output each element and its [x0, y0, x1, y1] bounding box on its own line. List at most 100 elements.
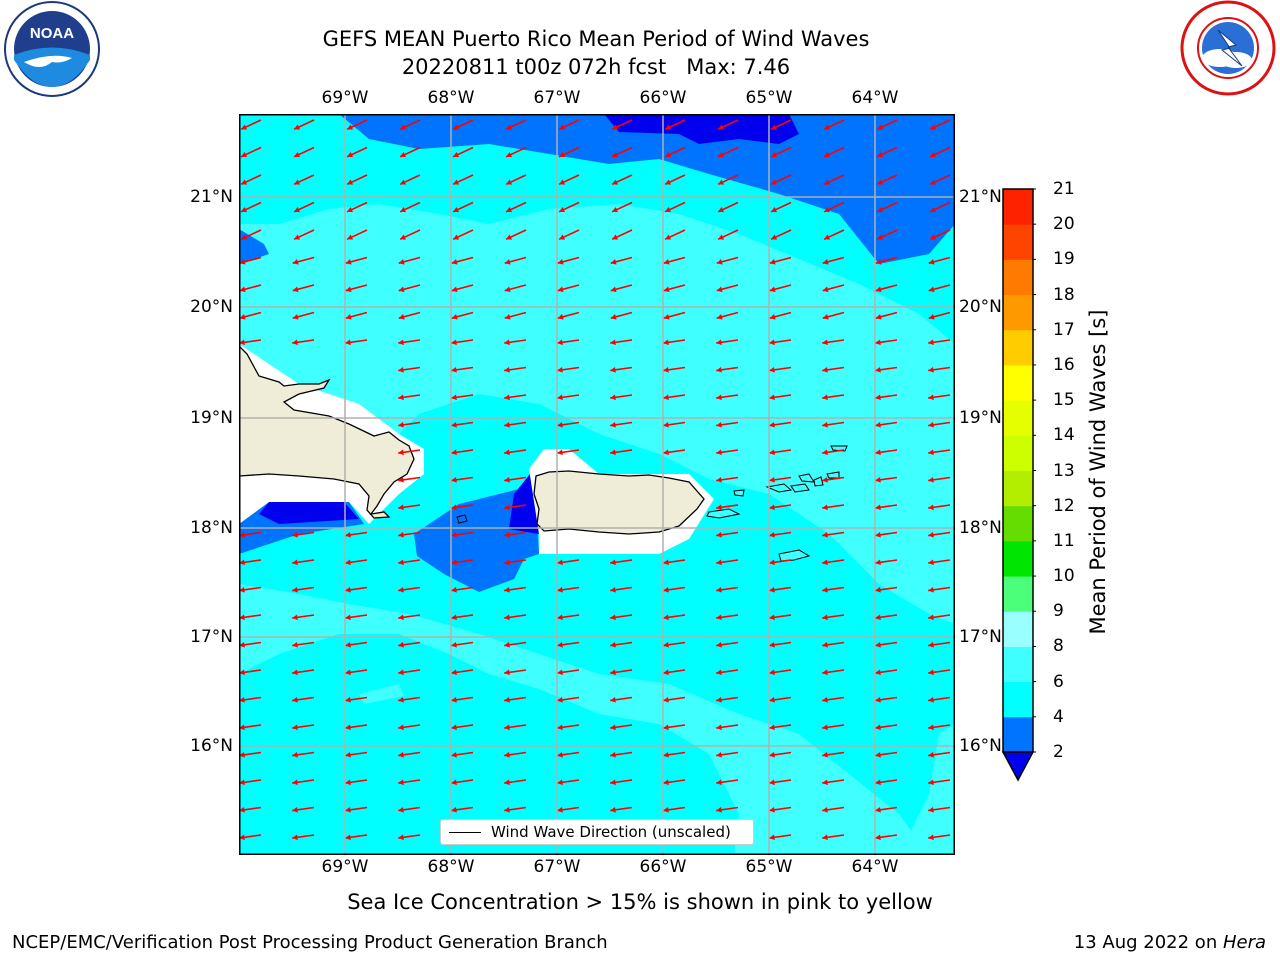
- wind-arrow: [928, 476, 951, 483]
- wind-arrow: [292, 751, 315, 758]
- wind-arrow: [398, 806, 421, 813]
- wind-arrow: [610, 559, 633, 566]
- wind-arrow: [399, 119, 421, 131]
- wind-arrow: [876, 119, 898, 131]
- wind-arrow: [292, 806, 315, 813]
- wind-arrow: [557, 421, 580, 428]
- wind-arrow: [452, 119, 474, 131]
- wind-arrow: [822, 421, 845, 428]
- colorbar-tick-label: 14: [1053, 425, 1075, 446]
- wind-arrow: [769, 751, 792, 758]
- wind-arrow: [239, 806, 262, 813]
- wind-arrow: [875, 284, 898, 293]
- colorbar-tick-label: 15: [1053, 390, 1075, 411]
- wind-arrow: [822, 256, 845, 265]
- wind-arrow: [928, 779, 951, 786]
- colorbar-svg: [1001, 188, 1039, 782]
- lat-tick-left: 20°N: [190, 297, 233, 317]
- wind-arrow: [451, 256, 474, 265]
- colorbar-tick-label: 8: [1053, 636, 1064, 657]
- ocean-patch-south: [359, 684, 404, 704]
- colorbar-bin: [1003, 576, 1033, 612]
- wind-arrow: [875, 834, 898, 841]
- wind-arrow: [770, 201, 792, 213]
- wind-arrow: [452, 229, 474, 241]
- lon-tick-bottom: 66°W: [639, 857, 687, 877]
- wind-arrow: [928, 559, 951, 566]
- wind-arrow: [292, 614, 315, 621]
- wind-arrow: [716, 284, 739, 293]
- wind-arrow: [504, 421, 527, 428]
- wind-arrow: [557, 394, 580, 401]
- wind-arrow: [716, 669, 739, 676]
- wind-arrow: [663, 586, 686, 593]
- wind-arrow: [663, 751, 686, 758]
- wind-arrow: [451, 559, 474, 566]
- colorbar-tick-label: 12: [1053, 495, 1075, 516]
- colorbar-tick-label: 16: [1053, 354, 1075, 375]
- wind-arrow: [610, 586, 633, 593]
- wind-arrow: [769, 476, 792, 483]
- wind-arrow: [823, 201, 845, 213]
- wind-arrow: [716, 806, 739, 813]
- wind-arrow: [557, 669, 580, 676]
- wind-arrow: [398, 834, 421, 841]
- ocean-zone-south: [239, 634, 739, 855]
- wind-arrow: [929, 201, 951, 213]
- wind-arrow: [663, 669, 686, 676]
- puerto-rico-land: [533, 470, 705, 535]
- legend-line-swatch: [449, 831, 481, 833]
- wind-arrow: [875, 669, 898, 676]
- wind-arrow: [557, 284, 580, 293]
- wind-arrow: [822, 476, 845, 483]
- colorbar-tick-label: 13: [1053, 460, 1075, 481]
- wind-arrow: [770, 229, 792, 241]
- wind-arrow: [398, 614, 421, 621]
- wind-arrow: [345, 531, 368, 538]
- wind-arrow: [823, 146, 845, 158]
- wind-arrow: [239, 531, 262, 538]
- wind-arrow: [769, 366, 792, 373]
- wind-arrow: [345, 339, 368, 346]
- wind-arrow: [875, 806, 898, 813]
- wind-arrow: [716, 311, 739, 320]
- colorbar-bin: [1003, 716, 1033, 753]
- wind-arrow: [717, 229, 739, 241]
- wind-arrow: [928, 531, 951, 538]
- wind-arrow: [769, 531, 792, 538]
- wind-arrow: [663, 449, 686, 456]
- wind-arrow: [611, 174, 633, 186]
- wind-arrow: [398, 284, 421, 293]
- wind-arrow: [505, 146, 527, 158]
- virgin-islands: [765, 473, 824, 493]
- wind-arrow: [505, 229, 527, 241]
- colorbar-bin: [1003, 435, 1033, 471]
- wind-arrow: [451, 339, 474, 346]
- wind-arrow: [769, 256, 792, 265]
- wind-arrow: [716, 421, 739, 428]
- wind-arrow: [822, 311, 845, 320]
- wind-arrow: [558, 146, 580, 158]
- wind-arrow: [663, 311, 686, 320]
- wind-arrow: [822, 834, 845, 841]
- wind-arrow: [557, 751, 580, 758]
- wind-arrow: [451, 394, 474, 401]
- wind-arrow: [875, 504, 898, 511]
- wind-arrow: [398, 669, 421, 676]
- colorbar-bin: [1003, 505, 1033, 542]
- wind-arrow: [239, 586, 262, 593]
- wind-arrow: [345, 669, 368, 676]
- wind-arrow: [928, 366, 951, 373]
- colorbar-tick-label: 19: [1053, 249, 1075, 270]
- wind-arrow: [557, 806, 580, 813]
- colorbar-tick-label: 21: [1053, 179, 1075, 199]
- wind-arrow: [346, 119, 368, 131]
- wind-arrow: [610, 669, 633, 676]
- wind-arrow: [346, 146, 368, 158]
- wind-arrow: [716, 751, 739, 758]
- wind-arrow: [663, 394, 686, 401]
- ocean-zone-dark: [604, 114, 799, 144]
- wind-arrow: [610, 256, 633, 265]
- wind-arrow: [875, 614, 898, 621]
- lon-tick-top: 69°W: [321, 88, 369, 108]
